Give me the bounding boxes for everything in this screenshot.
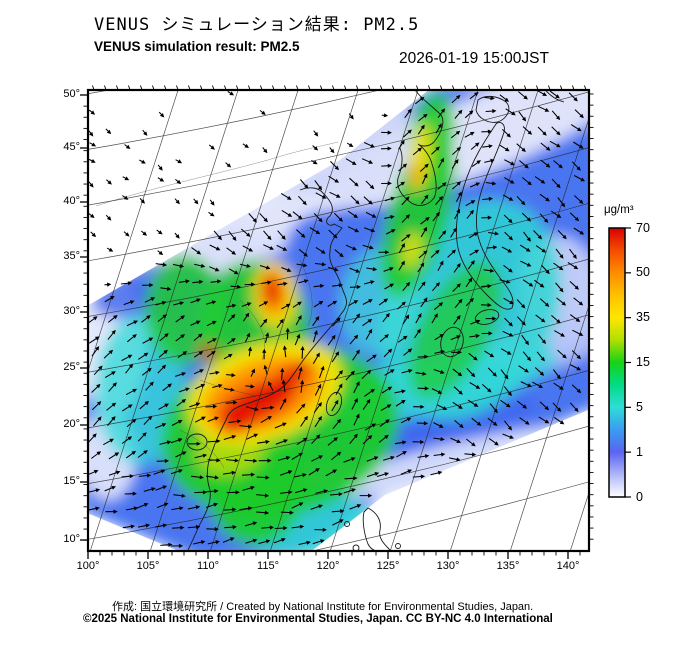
colorbar-tick-label: 50: [636, 265, 650, 280]
philippine-islet: [395, 543, 401, 549]
sakhalin-coastline: [544, 90, 565, 103]
lon-tick-label: 135°: [496, 560, 520, 572]
hainan-island: [186, 433, 208, 451]
lat-tick-label: 25°: [63, 361, 80, 373]
lon-tick-label: 120°: [316, 560, 340, 572]
philippine-islet: [344, 521, 350, 527]
page-title-english: VENUS simulation result: PM2.5: [94, 39, 300, 54]
lat-tick-label: 15°: [63, 475, 80, 487]
lat-tick-label: 50°: [63, 88, 80, 100]
china-coastline: [186, 187, 347, 551]
colorbar-gradient: [608, 227, 626, 498]
shikoku-island: [474, 309, 500, 325]
map-frame: [86, 88, 591, 553]
colorbar-ticks: [625, 227, 631, 498]
lat-tick-label: 45°: [63, 141, 80, 153]
lon-tick-label: 105°: [136, 560, 160, 572]
footer-license: ©2025 National Institute for Environment…: [83, 613, 553, 625]
lat-tick-label: 20°: [63, 418, 80, 430]
graticule-grid: [88, 90, 589, 551]
colorbar-tick-label: 35: [636, 310, 650, 325]
wind-arrows: [88, 90, 585, 549]
lon-tick-label: 100°: [76, 560, 100, 572]
colorbar-tick-label: 15: [636, 355, 650, 369]
lat-tick-label: 30°: [63, 305, 80, 317]
simulation-timestamp: 2026-01-19 15:00JST: [399, 50, 549, 67]
colorbar-tick-label: 5: [636, 399, 643, 414]
hokkaido-coastline: [475, 95, 510, 123]
lat-tick-label: 40°: [63, 195, 80, 207]
colorbar: [608, 227, 631, 498]
colorbar-tick-label: 1: [636, 444, 643, 459]
lon-tick-label: 140°: [556, 560, 580, 572]
footer-credit: 作成: 国立環境研究所 / Created by National Instit…: [112, 601, 534, 613]
colorbar-tick-label: 70: [636, 220, 650, 235]
wind-arrow-heads: [89, 91, 585, 549]
coastlines: [95, 90, 565, 551]
philippine-islet: [352, 544, 360, 551]
page-title-japanese: VENUS シミュレーション結果: PM2.5: [94, 15, 420, 35]
luzon-island: [362, 507, 391, 551]
lon-tick-label: 110°: [197, 560, 219, 572]
wind-arrow-shafts: [88, 90, 583, 547]
lon-tick-label: 115°: [257, 560, 279, 572]
lon-tick-label: 125°: [376, 560, 400, 572]
colorbar-tick-label: 0: [636, 489, 643, 504]
lat-tick-label: 35°: [63, 250, 80, 262]
colorbar-unit-label: μg/m³: [604, 204, 634, 216]
lat-tick-label: 10°: [63, 533, 80, 545]
lon-tick-label: 130°: [436, 560, 460, 572]
kyushu-island: [440, 326, 464, 358]
korea-coastline: [397, 90, 444, 206]
